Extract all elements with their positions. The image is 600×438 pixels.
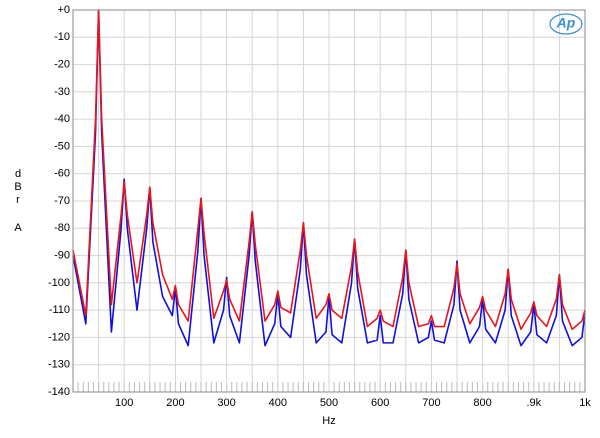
y-tick-label: -130: [48, 359, 70, 371]
y-tick-label: -70: [54, 195, 70, 207]
y-tick-label: -100: [48, 277, 70, 289]
series-line: [72, 9, 586, 347]
x-axis-label: Hz: [322, 415, 335, 427]
series-line: [72, 9, 586, 331]
y-tick-label: -50: [54, 140, 70, 152]
logo: Ap: [549, 13, 583, 35]
plot-frame: [72, 9, 586, 393]
x-tick-label: 500: [320, 397, 338, 409]
x-tick-label: 100: [115, 397, 133, 409]
x-tick-label: .9k: [526, 397, 541, 409]
y-tick-label: -110: [49, 304, 70, 316]
y-tick-label: -60: [54, 168, 70, 180]
logo-ring: [549, 13, 583, 35]
y-tick-label: -40: [54, 113, 70, 125]
x-tick-label: 700: [422, 397, 440, 409]
x-tick-label: 300: [217, 397, 235, 409]
x-tick-label: 400: [269, 397, 287, 409]
y-tick-label: -20: [54, 58, 70, 70]
plot: [72, 9, 586, 347]
y-axis-label: B: [14, 181, 21, 193]
logo-text: Ap: [556, 15, 576, 31]
y-tick-label: -120: [48, 331, 70, 343]
x-tick-label: 200: [166, 397, 184, 409]
x-tick-label: 600: [371, 397, 389, 409]
y-axis-label: d: [15, 168, 21, 180]
y-axis-label: A: [14, 222, 22, 234]
x-tick-label: 800: [473, 397, 491, 409]
y-tick-label: -30: [54, 86, 70, 98]
y-tick-label: -140: [48, 386, 70, 398]
y-axis-label: r: [16, 194, 20, 206]
y-tick-label: -10: [54, 31, 70, 43]
y-tick-label: -80: [54, 222, 70, 234]
y-tick-label: -90: [54, 249, 70, 261]
x-tick-label: 1k: [579, 397, 591, 409]
y-tick-label: +0: [57, 4, 70, 16]
